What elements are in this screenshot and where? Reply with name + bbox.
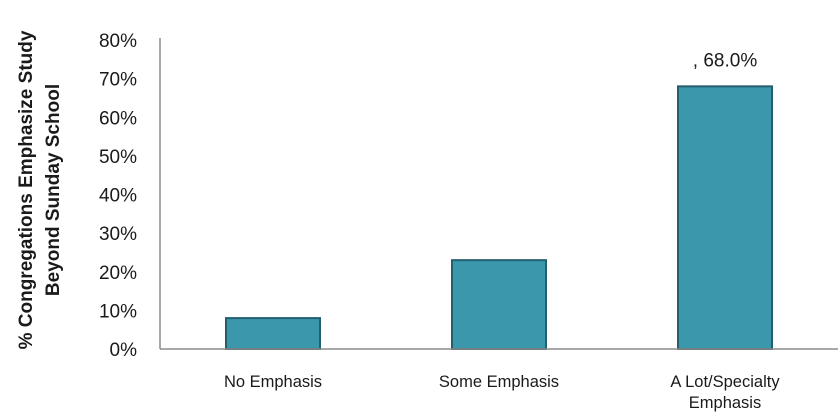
y-axis-label-line-1: % Congregations Emphasize Study	[16, 30, 37, 349]
y-tick-label: 30%	[99, 224, 137, 245]
x-axis-categories: No Emphasis Some Emphasis A Lot/Specialty E…	[224, 373, 780, 412]
y-tick-label: 80%	[99, 31, 137, 52]
bar	[225, 317, 321, 351]
y-tick-label: 60%	[99, 108, 137, 129]
y-tick-label: 50%	[99, 147, 137, 168]
y-tick-label: 70%	[99, 70, 137, 91]
y-tick-label: 0%	[110, 340, 138, 361]
x-category-label: A Lot/Specialty	[670, 373, 780, 391]
bar	[451, 259, 547, 351]
y-axis-label: % Congregations Emphasize Study Beyond S…	[16, 30, 64, 349]
y-tick-label: 10%	[99, 301, 137, 322]
y-axis-ticks: 0% 10% 20% 30% 40% 50% 60% 70% 80%	[99, 31, 137, 361]
data-label: , 68.0%	[693, 50, 758, 71]
y-tick-label: 20%	[99, 263, 137, 284]
x-category-label: Emphasis	[689, 394, 761, 412]
axes	[159, 38, 838, 350]
y-tick-label: 40%	[99, 186, 137, 207]
y-axis-label-line-2: Beyond Sunday School	[43, 84, 64, 296]
bar	[677, 85, 773, 350]
data-labels: , 68.0%	[693, 50, 758, 71]
bars	[225, 85, 773, 351]
x-category-label: Some Emphasis	[439, 373, 559, 391]
x-category-label: No Emphasis	[224, 373, 322, 391]
